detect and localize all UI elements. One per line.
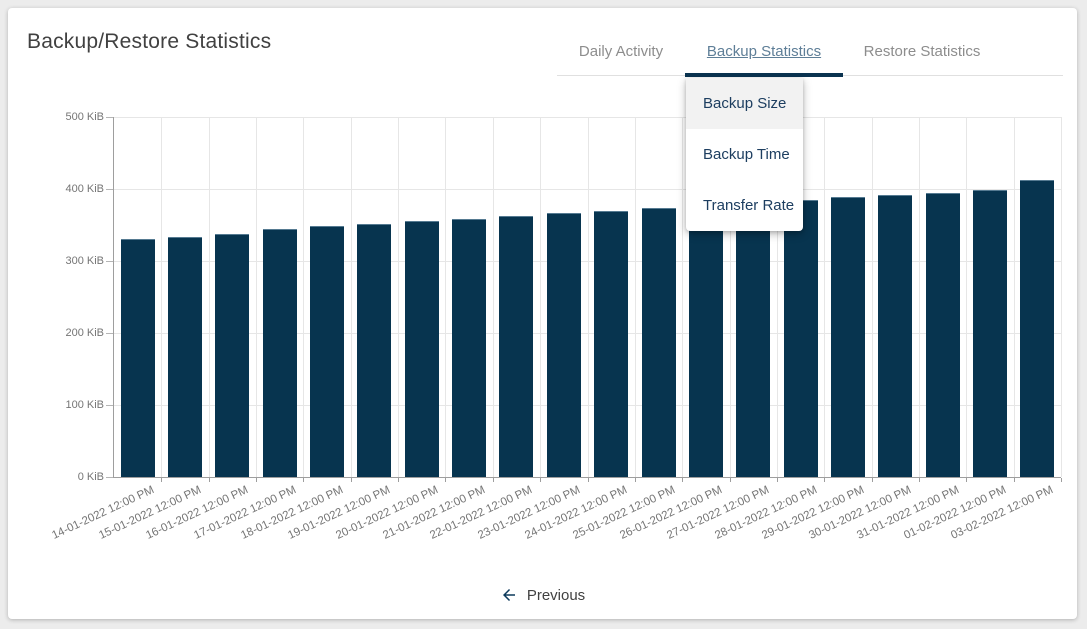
y-tick [106,117,113,118]
x-tick [682,478,684,482]
x-tick [634,478,636,482]
x-tick [256,478,258,482]
x-tick [398,478,400,482]
v-gridline [824,117,826,477]
v-gridline [682,117,684,477]
x-tick [303,478,305,482]
x-tick [161,478,163,482]
v-gridline [492,117,494,477]
tab-backup-statistics[interactable]: Backup Statistics [685,28,843,77]
x-tick [1013,478,1015,482]
v-gridline [398,117,400,477]
x-tick [729,478,731,482]
tab-restore-statistics[interactable]: Restore Statistics [843,28,1001,75]
bar-27-01-2022 12:00 PM [736,203,771,477]
v-gridline [445,117,447,477]
bar-29-01-2022 12:00 PM [830,196,865,477]
v-gridline [918,117,920,477]
y-axis-label: 100 KiB [65,399,104,411]
bar-19-01-2022 12:00 PM [357,223,392,477]
v-gridline [256,117,258,477]
y-axis-label: 500 KiB [65,111,104,123]
arrow-left-icon [500,586,518,604]
bar-16-01-2022 12:00 PM [215,234,250,477]
x-tick [776,478,778,482]
y-tick [106,189,113,190]
x-tick [445,478,447,482]
bar-20-01-2022 12:00 PM [404,221,439,477]
bar-31-01-2022 12:00 PM [925,193,960,477]
bar-24-01-2022 12:00 PM [594,211,629,477]
v-gridline [587,117,589,477]
menu-item-transfer-rate[interactable]: Transfer Rate [686,180,803,231]
bar-17-01-2022 12:00 PM [262,229,297,477]
tab-bar: Daily Activity Backup Statistics Restore… [557,28,1063,77]
bar-25-01-2022 12:00 PM [641,208,676,477]
bar-03-02-2022 12:00 PM [1020,179,1055,477]
bar-22-01-2022 12:00 PM [499,215,534,477]
y-axis-label: 400 KiB [65,183,104,195]
x-tick [1061,478,1062,482]
chart-plot [106,117,1062,482]
x-tick [540,478,542,482]
x-tick [350,478,352,482]
bar-21-01-2022 12:00 PM [452,218,487,477]
v-gridline [350,117,352,477]
chart-type-menu: Backup Size Backup Time Transfer Rate [686,78,803,231]
v-gridline [871,117,873,477]
previous-label: Previous [526,586,586,604]
page-title: Backup/Restore Statistics [27,30,272,53]
x-tick [871,478,873,482]
v-gridline [540,117,542,477]
x-tick [587,478,589,482]
v-gridline [161,117,163,477]
y-axis-label: 0 KiB [77,471,104,483]
v-gridline [1013,117,1015,477]
previous-button[interactable]: Previous [8,586,1077,604]
y-tick [106,477,113,478]
v-gridline [634,117,636,477]
tab-label: Daily Activity [578,43,664,60]
menu-item-label: Transfer Rate [703,197,795,214]
bar-30-01-2022 12:00 PM [878,194,913,477]
x-tick [824,478,826,482]
bar-18-01-2022 12:00 PM [310,225,345,477]
bar-23-01-2022 12:00 PM [546,213,581,477]
x-tick [492,478,494,482]
x-tick [208,478,210,482]
v-gridline [776,117,778,477]
y-tick [106,333,113,334]
menu-item-label: Backup Time [703,146,790,163]
v-gridline [729,117,731,477]
bar-15-01-2022 12:00 PM [168,236,203,477]
menu-item-label: Backup Size [703,95,787,112]
tab-daily-activity[interactable]: Daily Activity [557,28,685,75]
bar-14-01-2022 12:00 PM [120,238,155,477]
statistics-card: Backup/Restore Statistics Daily Activity… [8,8,1077,619]
menu-item-backup-size[interactable]: Backup Size [686,78,803,129]
x-tick [918,478,920,482]
tab-label: Backup Statistics [706,43,822,60]
x-tick [966,478,968,482]
tab-label: Restore Statistics [863,43,981,60]
bar-01-02-2022 12:00 PM [972,190,1007,477]
v-gridline [966,117,968,477]
bar-26-01-2022 12:00 PM [688,206,723,477]
v-gridline [1061,117,1062,477]
y-axis-label: 300 KiB [65,255,104,267]
v-gridline [303,117,305,477]
menu-item-backup-time[interactable]: Backup Time [686,129,803,180]
y-axis-label: 200 KiB [65,327,104,339]
y-tick [106,261,113,262]
v-gridline [208,117,210,477]
bar-28-01-2022 12:00 PM [783,199,818,477]
y-tick [106,405,113,406]
